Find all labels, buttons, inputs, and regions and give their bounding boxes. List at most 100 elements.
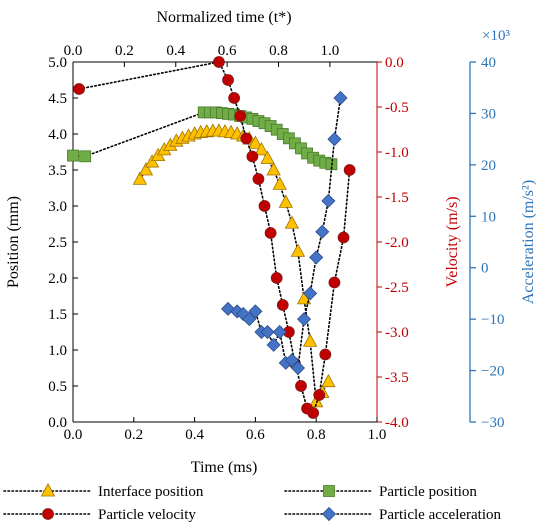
particle-velocity-point xyxy=(264,227,277,239)
interface-point xyxy=(321,373,336,388)
legend-entry-particle-position: Particle position xyxy=(284,484,477,500)
top-tick-label: 0.8 xyxy=(269,43,288,59)
bottom-tick-label: 0.2 xyxy=(124,427,143,443)
left-tick-label: 4.0 xyxy=(48,127,67,143)
left-tick-label: 1.0 xyxy=(48,343,67,359)
left-tick-label: 2.5 xyxy=(48,235,67,251)
particle-acceleration-point xyxy=(290,360,306,376)
particle-acceleration-point xyxy=(266,337,281,352)
interface-point xyxy=(132,171,148,185)
particle-acceleration-point xyxy=(272,324,287,340)
interface-point xyxy=(144,154,160,168)
acceleration-tick-label: −30 xyxy=(481,415,504,431)
legend-marker xyxy=(323,485,335,497)
velocity-axis-title: Velocity (m/s) xyxy=(444,196,461,287)
particle-acceleration-point xyxy=(260,324,275,340)
particle-position-point xyxy=(79,150,92,163)
particle-velocity-point xyxy=(270,272,283,284)
bottom-axis-title: Time (ms) xyxy=(191,459,258,476)
left-tick-label: 1.5 xyxy=(48,307,67,323)
legend-entry-interface: Interface position xyxy=(3,483,204,500)
acceleration-tick-label: −10 xyxy=(481,312,504,328)
velocity-tick-label: -1.0 xyxy=(385,145,409,161)
legend-marker xyxy=(321,506,337,522)
legend: Interface position Particle position Parti… xyxy=(3,483,502,523)
acceleration-axis-title: Acceleration (m/s²) xyxy=(520,180,537,304)
legend-marker xyxy=(42,508,54,520)
particle-velocity-point xyxy=(213,56,225,68)
particle-velocity-point xyxy=(252,173,265,185)
particle-velocity-point xyxy=(73,83,85,95)
legend-entry-particle-velocity: Particle velocity xyxy=(3,507,196,523)
particle-acceleration-point xyxy=(296,312,312,327)
particle-velocity-point xyxy=(258,200,271,212)
left-tick-label: 3.5 xyxy=(48,163,67,179)
particle-velocity-point xyxy=(295,380,307,392)
top-tick-label: 0.4 xyxy=(166,43,185,59)
axes-layer: 0.0 0.2 0.4 0.6 0.8 1.00.0 0.2 0.4 0.6 0.8 1.00.00… xyxy=(48,43,504,443)
particle-acceleration-point xyxy=(309,250,324,265)
top-tick-label: 1.0 xyxy=(321,43,340,59)
bottom-tick-label: 0.4 xyxy=(185,427,204,443)
particle-velocity-point xyxy=(319,348,332,361)
velocity-tick-label: -3.0 xyxy=(385,325,409,341)
interface-point xyxy=(248,135,263,149)
top-tick-label: 0.6 xyxy=(218,43,237,59)
particle-velocity-point xyxy=(328,276,341,289)
bottom-tick-label: 0.0 xyxy=(64,427,83,443)
top-tick-label: 0.0 xyxy=(64,43,83,59)
particle-velocity-line xyxy=(78,61,351,415)
left-tick-label: 0.5 xyxy=(48,379,67,395)
acceleration-tick-label: 30 xyxy=(481,106,496,122)
left-tick-label: 3.0 xyxy=(48,199,67,215)
bottom-tick-label: 1.0 xyxy=(368,427,387,443)
left-tick-label: 0.0 xyxy=(48,415,67,431)
velocity-tick-label: 0.0 xyxy=(385,55,404,71)
velocity-tick-label: -3.5 xyxy=(385,370,409,386)
velocity-tick-label: -4.0 xyxy=(385,415,409,431)
top-axis-title: Normalized time (t*) xyxy=(156,9,291,26)
velocity-tick-label: -2.5 xyxy=(385,280,409,296)
particle-acceleration-point xyxy=(248,304,263,319)
particle-velocity-point xyxy=(240,132,253,145)
particle-acceleration-point xyxy=(242,312,257,327)
interface-point xyxy=(290,243,306,257)
particle-velocity-point xyxy=(337,231,350,244)
particle-velocity-point xyxy=(234,110,247,122)
particle-acceleration-point xyxy=(284,353,299,368)
particle-velocity-point xyxy=(222,74,234,86)
particle-acceleration-point xyxy=(303,286,318,301)
acceleration-tick-label: 10 xyxy=(481,209,496,225)
legend-label: Particle acceleration xyxy=(379,507,502,523)
velocity-tick-label: -1.5 xyxy=(385,190,409,206)
particle-acceleration-point xyxy=(321,193,336,208)
particle-acceleration-point xyxy=(315,224,330,239)
velocity-tick-label: -0.5 xyxy=(385,100,409,116)
particle-position-point xyxy=(67,149,79,162)
particle-acceleration-point xyxy=(333,90,348,106)
acceleration-tick-label: −20 xyxy=(481,364,504,380)
acceleration-multiplier: ×10³ xyxy=(482,28,510,44)
interface-point xyxy=(278,194,293,208)
particle-velocity-point xyxy=(307,407,320,419)
interface-point xyxy=(138,162,154,176)
particle-acceleration-point xyxy=(327,132,342,147)
interface-point xyxy=(272,176,287,190)
legend-label: Particle position xyxy=(379,484,477,500)
acceleration-tick-label: 40 xyxy=(481,55,496,71)
interface-point xyxy=(284,215,300,229)
interface-point xyxy=(254,142,269,156)
interface-point xyxy=(260,150,275,164)
legend-marker xyxy=(40,483,56,497)
particle-velocity-point xyxy=(343,164,356,176)
left-tick-label: 5.0 xyxy=(48,55,67,71)
series-layer xyxy=(67,56,356,419)
acceleration-tick-label: 20 xyxy=(481,158,496,174)
legend-label: Interface position xyxy=(98,484,204,500)
particle-velocity-point xyxy=(228,92,241,104)
legend-entry-particle-acceleration: Particle acceleration xyxy=(284,506,502,523)
particle-velocity-point xyxy=(276,299,289,311)
interface-point xyxy=(296,291,312,305)
bottom-tick-label: 0.8 xyxy=(307,427,326,443)
